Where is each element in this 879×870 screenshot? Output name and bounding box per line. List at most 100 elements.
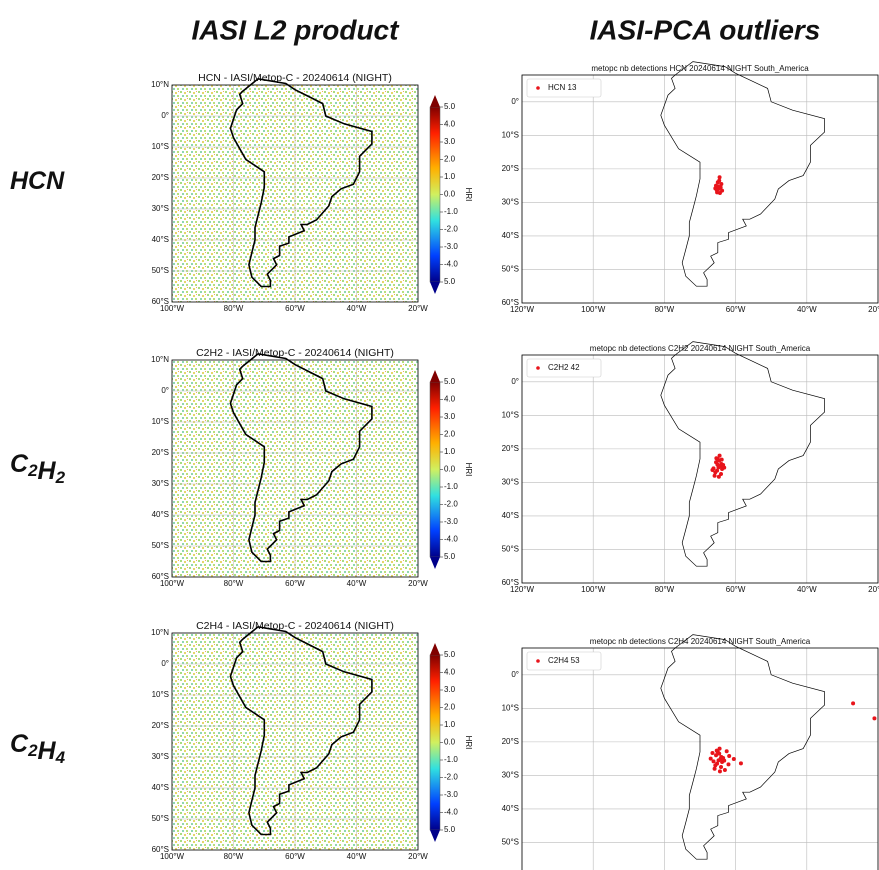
colorbar-tick-label: 0.0 [444,465,456,474]
outlier-point [724,749,729,754]
colorbar-extend [430,370,440,382]
outlier-point [712,473,717,478]
coastline [229,352,373,563]
panel-title: HCN - IASI/Metop-C - 20240614 (NIGHT) [198,72,392,84]
legend-label: HCN 13 [548,83,577,92]
x-tick-label: 40°W [797,585,817,594]
colorbar [429,106,441,283]
column-header: IASI-PCA outliers [590,14,821,45]
label-text: H [38,737,57,765]
y-tick-label: 50°S [502,838,519,847]
colorbar-extend [430,282,440,294]
coastline [660,341,825,567]
outlier-point [714,188,719,193]
legend-swatch [536,366,540,370]
x-tick-label: 40°W [347,852,367,861]
y-tick-label: 50°S [152,266,169,275]
legend-box [526,358,602,378]
map-frame [521,74,879,304]
x-tick-label: 120°W [510,585,535,594]
colorbar [429,654,441,831]
x-tick-label: 100°W [160,852,185,861]
y-tick-label: 30°S [152,204,169,213]
colorbar-tick-label: -1.0 [444,755,458,764]
x-tick-label: 20°W [408,579,428,588]
colorbar-tick-label: -3.0 [444,517,458,526]
y-tick-label: 0° [511,670,519,679]
coastline [660,61,825,287]
legend-label: C2H4 53 [548,656,580,665]
outlier-point [722,768,727,773]
colorbar-tick-label: 5.0 [444,277,456,286]
label-text: C [10,450,29,478]
y-tick-label: 10°N [151,355,169,364]
colorbar-tick-label: 3.0 [444,137,456,146]
colorbar-tick-label: 5.0 [444,102,456,111]
label-text: HCN [10,167,65,195]
y-tick-label: 30°S [502,771,519,780]
map-frame [171,359,419,578]
map-background [522,75,878,303]
colorbar-tick-label: 1.0 [444,172,456,181]
outlier-point [717,769,722,774]
colorbar-tick-label: 3.0 [444,685,456,694]
map-background [522,648,878,870]
outlier-point [717,175,722,180]
x-tick-label: 80°W [655,585,675,594]
x-tick-label: 60°W [726,585,746,594]
legend-label: C2H2 42 [548,363,580,372]
y-tick-label: 50°S [502,545,519,554]
y-tick-label: 0° [161,386,169,395]
x-tick-label: 60°W [726,305,746,314]
map-frame [171,632,419,851]
label-subscript: 2 [27,741,38,760]
y-tick-label: 10°S [152,690,169,699]
outlier-point [726,762,731,767]
outlier-point [851,701,856,706]
outlier-point [713,763,718,768]
outlier-point [716,184,721,189]
column-header: IASI L2 product [192,14,401,45]
x-tick-label: 100°W [160,579,185,588]
x-tick-label: 20°W [408,852,428,861]
y-tick-label: 30°S [502,198,519,207]
label-subscript: 2 [55,468,66,487]
x-tick-label: 40°W [347,579,367,588]
y-tick-label: 30°S [152,752,169,761]
outlier-point [716,474,721,479]
x-tick-label: 20°W [868,305,879,314]
x-tick-label: 20°W [868,585,879,594]
y-tick-label: 50°S [152,541,169,550]
colorbar-tick-label: 5.0 [444,650,456,659]
x-tick-label: 60°W [285,579,305,588]
y-tick-label: 40°S [152,235,169,244]
colorbar-tick-label: 3.0 [444,412,456,421]
y-tick-label: 60°S [152,297,169,306]
outlier-point [710,750,715,755]
colorbar-tick-label: 4.0 [444,668,456,677]
legend-swatch [536,86,540,90]
outlier-point [714,748,719,753]
panel-title: metopc nb detections C2H2 20240614 NIGHT… [590,344,811,353]
coastline [229,77,373,288]
legend-box [526,78,602,98]
x-tick-label: 40°W [797,305,817,314]
y-tick-label: 0° [161,659,169,668]
y-tick-label: 50°S [152,814,169,823]
x-tick-label: 80°W [224,852,244,861]
colorbar-tick-label: -3.0 [444,790,458,799]
y-tick-label: 20°S [152,173,169,182]
outlier-point [731,756,736,761]
coastline [229,625,373,836]
colorbar-tick-label: -4.0 [444,808,458,817]
outlier-point [708,756,713,761]
panel-title: metopc nb detections HCN 20240614 NIGHT … [591,64,809,73]
y-tick-label: 60°S [152,845,169,854]
outlier-point [714,456,719,461]
colorbar-tick-label: -2.0 [444,773,458,782]
panel-title: C2H2 - IASI/Metop-C - 20240614 (NIGHT) [196,347,394,359]
colorbar-tick-label: -1.0 [444,482,458,491]
x-tick-label: 80°W [224,579,244,588]
outlier-point [710,468,715,473]
outlier-point [713,470,718,475]
